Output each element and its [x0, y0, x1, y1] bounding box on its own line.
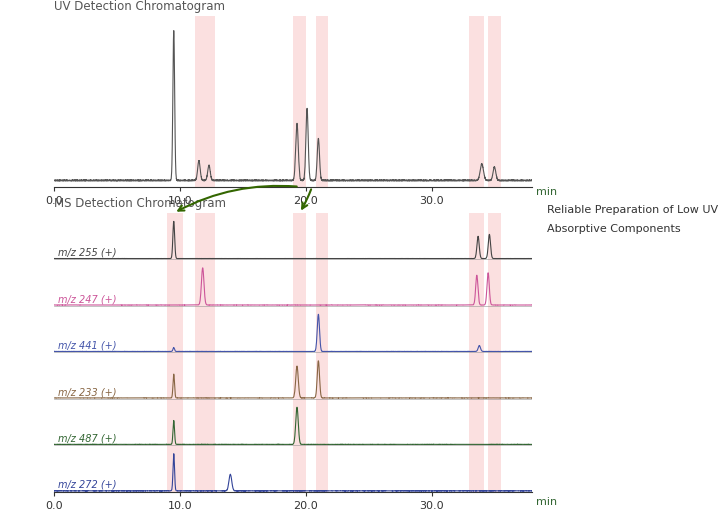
- Bar: [488, 213, 501, 492]
- Bar: [316, 16, 329, 187]
- Bar: [469, 16, 484, 187]
- Text: m/z 255 (+): m/z 255 (+): [58, 248, 117, 258]
- Text: m/z 272 (+): m/z 272 (+): [58, 480, 117, 490]
- Text: m/z 233 (+): m/z 233 (+): [58, 387, 117, 397]
- Bar: [293, 213, 306, 492]
- Text: min: min: [536, 498, 557, 508]
- Text: Absorptive Components: Absorptive Components: [547, 224, 681, 234]
- Bar: [316, 213, 329, 492]
- Bar: [195, 16, 215, 187]
- Bar: [488, 16, 501, 187]
- Bar: [469, 213, 484, 492]
- Text: MS Detection Chromatogram: MS Detection Chromatogram: [54, 197, 227, 210]
- Text: min: min: [536, 187, 557, 197]
- Bar: [195, 213, 215, 492]
- Bar: [293, 16, 306, 187]
- Text: Reliable Preparation of Low UV: Reliable Preparation of Low UV: [547, 205, 717, 216]
- Bar: [167, 213, 182, 492]
- Text: UV Detection Chromatogram: UV Detection Chromatogram: [54, 0, 225, 13]
- Text: m/z 441 (+): m/z 441 (+): [58, 340, 117, 350]
- Text: m/z 247 (+): m/z 247 (+): [58, 294, 117, 304]
- Text: m/z 487 (+): m/z 487 (+): [58, 433, 117, 443]
